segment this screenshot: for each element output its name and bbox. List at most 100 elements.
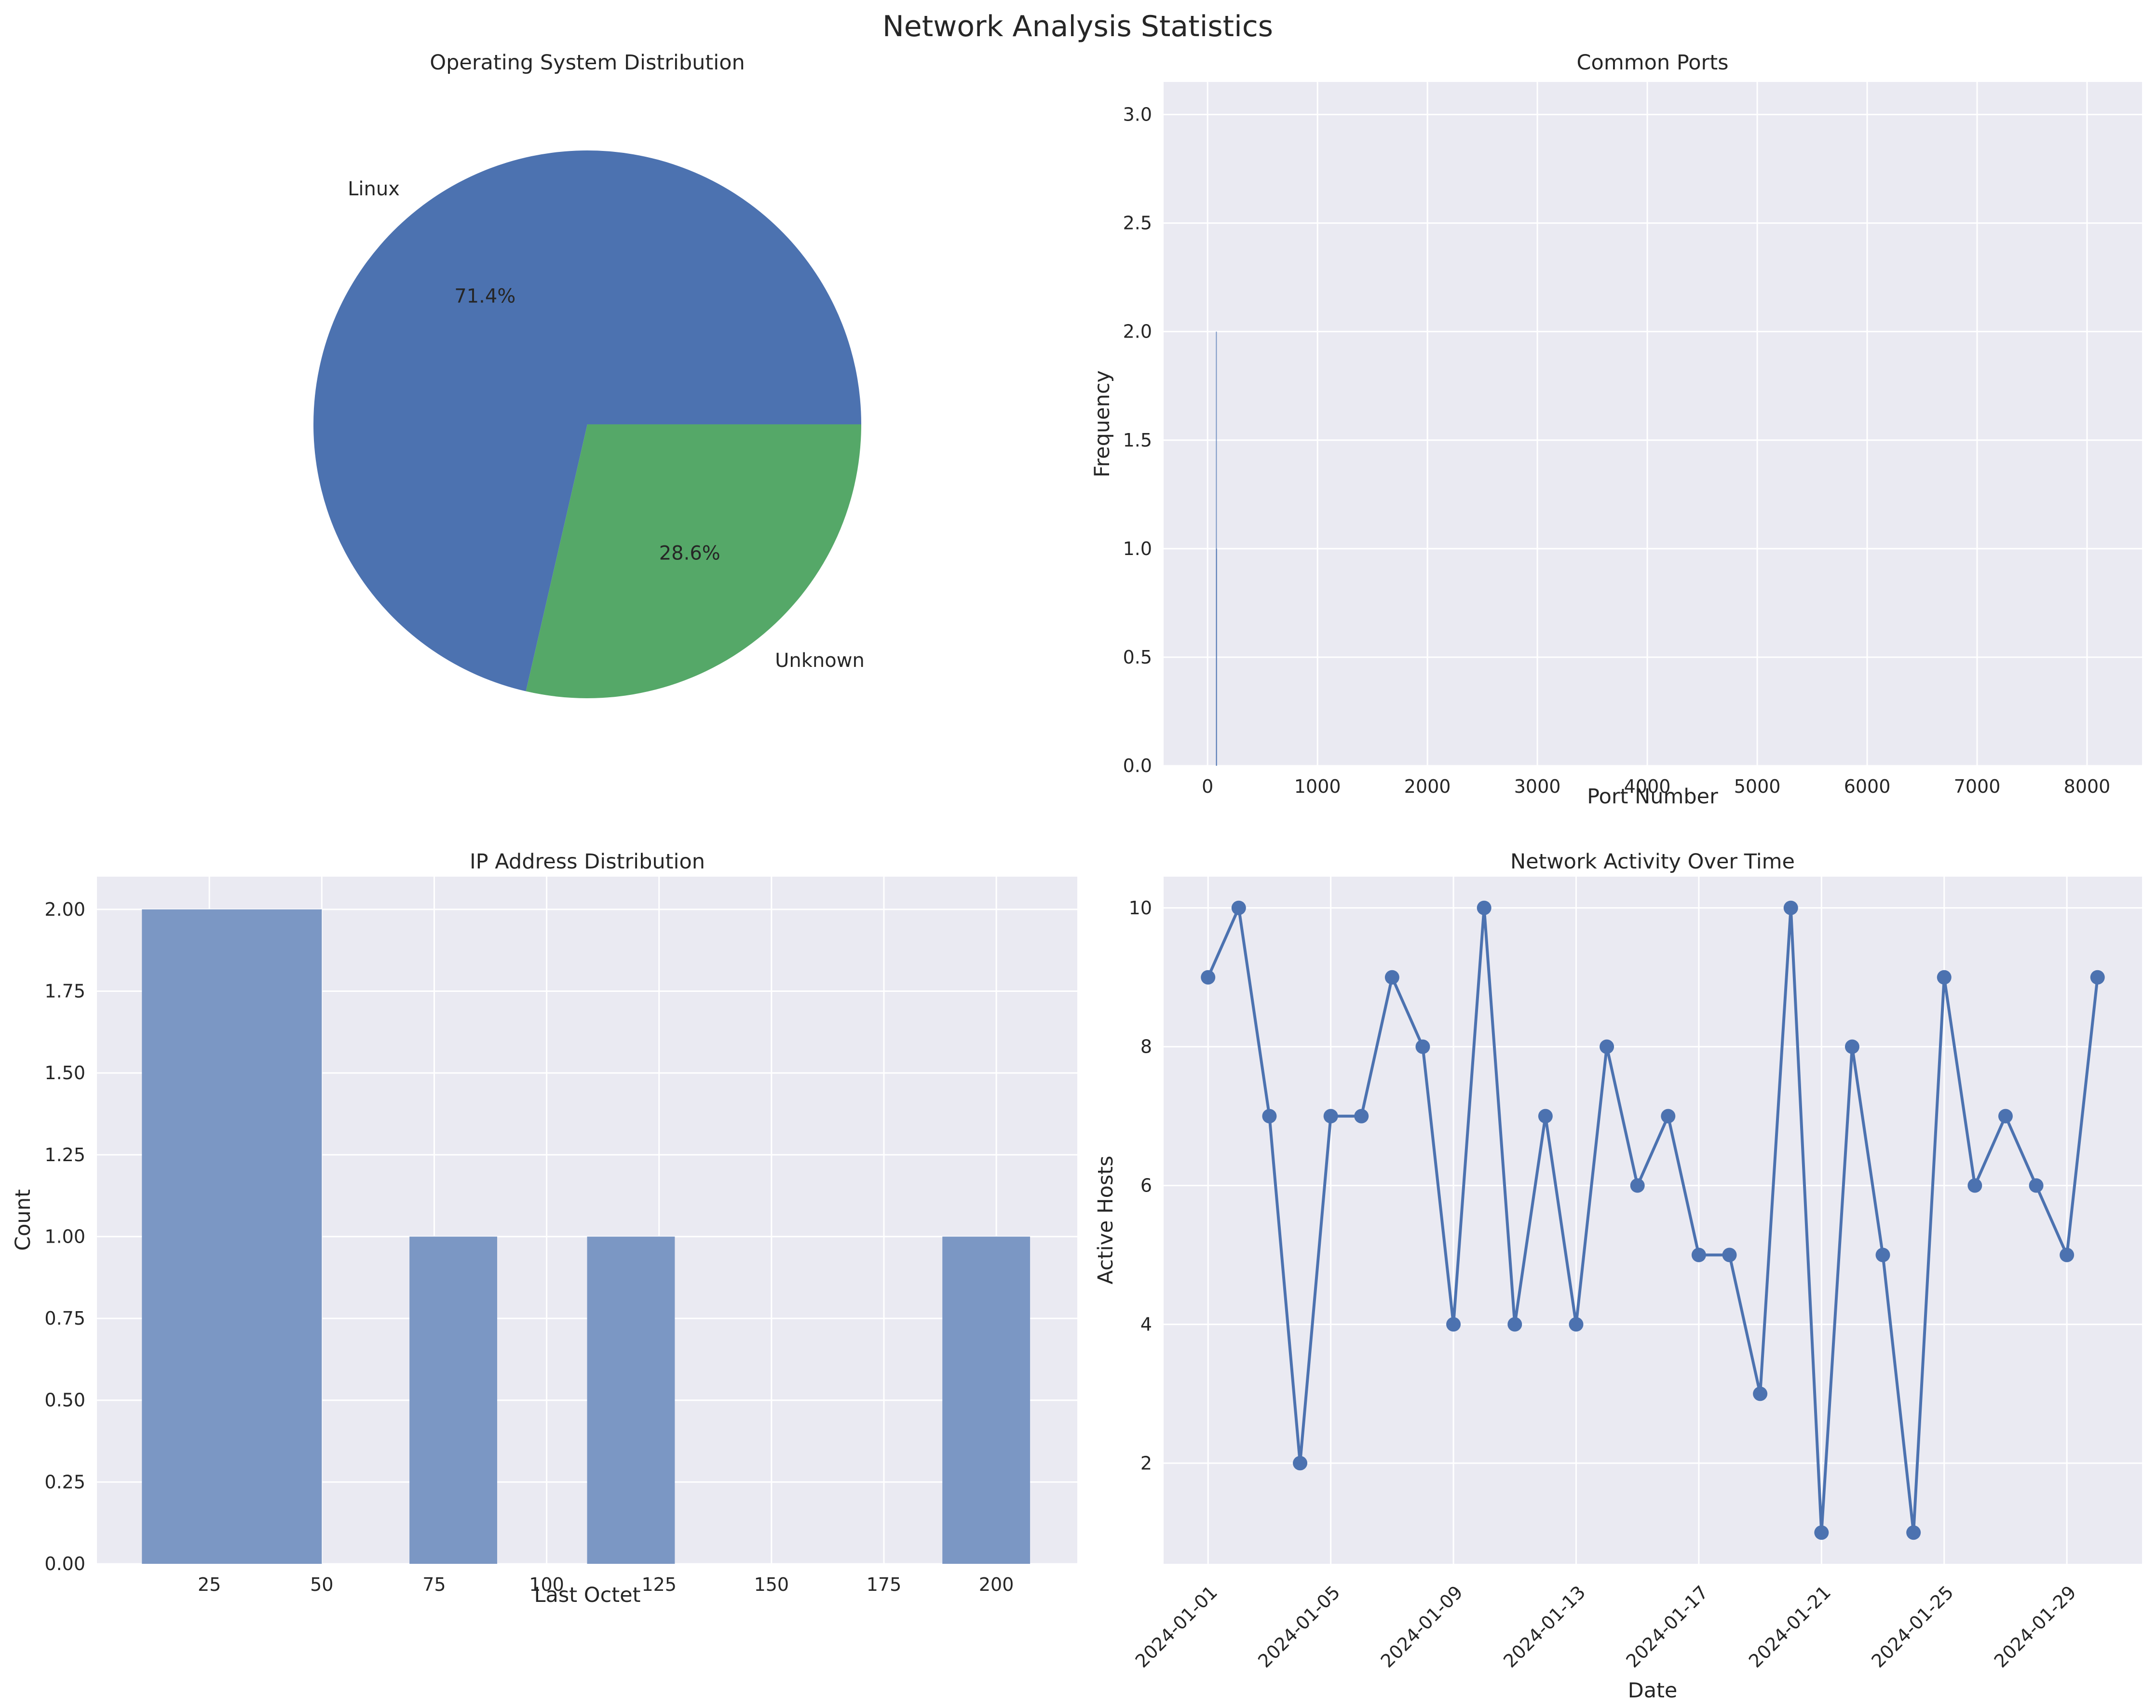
pie-slice-unknown: [526, 424, 861, 698]
ip-bar: [587, 1236, 675, 1564]
ports-y-tick-label: 2.0: [1123, 321, 1152, 342]
activity-x-axis-label: Date: [1628, 1679, 1678, 1703]
ip-y-tick-label: 1.75: [44, 981, 85, 1002]
ports-x-tick-label: 6000: [1844, 776, 1891, 797]
ports-y-tick-label: 0.0: [1123, 755, 1152, 776]
ports-bar: [1216, 548, 1217, 766]
ip-bars: [142, 909, 1031, 1564]
activity-point: [1906, 1525, 1921, 1540]
activity-y-tick-label: 6: [1140, 1175, 1152, 1196]
activity-point: [1507, 1317, 1522, 1332]
ip-x-axis-label: Last Octet: [534, 1583, 641, 1607]
activity-point: [1538, 1109, 1553, 1124]
activity-point: [2060, 1247, 2075, 1262]
activity-y-tick-label: 2: [1140, 1452, 1152, 1474]
ip-bar: [409, 1236, 497, 1564]
activity-point: [1354, 1109, 1369, 1124]
ports-x-axis-label: Port Number: [1587, 785, 1718, 809]
activity-point: [1477, 900, 1492, 915]
pie-chart-title: Operating System Distribution: [430, 51, 745, 75]
activity-point: [1691, 1247, 1706, 1262]
ports-x-tick-label: 0: [1202, 776, 1213, 797]
activity-point: [1967, 1178, 1982, 1193]
ip-y-axis-label: Count: [11, 1189, 35, 1251]
activity-x-tick-label: 2024-01-13: [1499, 1582, 1589, 1672]
activity-point: [1814, 1525, 1829, 1540]
ip-x-tick-label: 50: [310, 1574, 333, 1595]
ports-x-tick-label: 1000: [1294, 776, 1341, 797]
activity-y-tick-label: 8: [1140, 1036, 1152, 1057]
activity-point: [1262, 1109, 1277, 1124]
ip-y-tick-label: 0.00: [44, 1553, 85, 1574]
ports-y-tick-label: 2.5: [1123, 213, 1152, 234]
ports-bars: [1216, 331, 1217, 766]
network-activity-chart: Network Activity Over Time 2024-01-01 202…: [1094, 850, 2142, 1703]
activity-point: [1600, 1039, 1614, 1054]
activity-point: [1201, 970, 1216, 985]
ports-y-axis-label: Frequency: [1090, 370, 1114, 477]
activity-point: [1446, 1317, 1461, 1332]
ports-y-tick-label: 1.0: [1123, 538, 1152, 559]
activity-point: [2090, 970, 2105, 985]
ip-bar: [142, 909, 322, 1564]
activity-point: [1844, 1039, 1859, 1054]
activity-chart-title: Network Activity Over Time: [1510, 850, 1795, 874]
activity-x-tick-label: 2024-01-29: [1990, 1582, 2080, 1672]
ip-y-tick-label: 1.50: [44, 1062, 85, 1084]
ip-x-tick-label: 25: [198, 1574, 221, 1595]
ports-x-tick-label: 4000: [1624, 776, 1671, 797]
pie-percent-linux: 71.4%: [454, 285, 515, 307]
ip-y-tick-label: 0.75: [44, 1308, 85, 1329]
figure-title: Network Analysis Statistics: [882, 10, 1273, 43]
pie-labels: Linux 71.4% Unknown 28.6%: [348, 178, 865, 672]
activity-x-tick-label: 2024-01-21: [1745, 1582, 1835, 1672]
activity-y-axis-label: Active Hosts: [1094, 1156, 1118, 1285]
ports-y-tick-label: 1.5: [1123, 430, 1152, 451]
ip-x-tick-label: 75: [422, 1574, 446, 1595]
activity-point: [1415, 1039, 1430, 1054]
ip-y-tick-label: 0.50: [44, 1390, 85, 1411]
ports-x-tick-label: 2000: [1404, 776, 1451, 797]
ports-y-tick-label: 3.0: [1123, 104, 1152, 125]
activity-point: [1875, 1247, 1890, 1262]
activity-y-tick-label: 4: [1140, 1314, 1152, 1335]
pie-slice-linux: [313, 150, 861, 691]
ports-x-tick-label: 3000: [1514, 776, 1561, 797]
ip-y-tick-label: 1.25: [44, 1144, 85, 1166]
activity-point: [1783, 900, 1798, 915]
ip-chart-title: IP Address Distribution: [470, 850, 705, 874]
activity-point: [1937, 970, 1952, 985]
ip-x-tick-label: 175: [867, 1574, 902, 1595]
pie-slices: [313, 150, 861, 698]
pie-percent-unknown: 28.6%: [659, 542, 720, 565]
activity-point: [1293, 1456, 1308, 1471]
ports-x-tick-label: 7000: [1954, 776, 2001, 797]
activity-x-tick-label: 2024-01-05: [1254, 1582, 1344, 1672]
ip-x-tick-label: 200: [979, 1574, 1014, 1595]
activity-plot-area: [1164, 877, 2142, 1564]
pie-label-unknown: Unknown: [775, 650, 865, 672]
ports-tick-labels: 0 1000 2000 3000 4000 5000 6000 7000 8000 0.0 0.5 1…: [1123, 104, 2111, 797]
activity-point: [1998, 1109, 2013, 1124]
common-ports-chart: Common Ports 0 1000 2000 3000 4000 5000 6000 70…: [1090, 51, 2142, 809]
ports-y-tick-label: 0.5: [1123, 647, 1152, 668]
ip-y-tick-label: 0.25: [44, 1471, 85, 1492]
activity-point: [1630, 1178, 1645, 1193]
activity-series: [1201, 900, 2105, 1540]
ip-distribution-chart: IP Address Distribution 25 50 75 100 125 150 1…: [11, 850, 1077, 1607]
ip-y-tick-label: 1.00: [44, 1226, 85, 1247]
ip-tick-labels: 25 50 75 100 125 150 175 200 0.00 0.25 0.50 0.75 1.0…: [44, 899, 1014, 1595]
activity-point: [1231, 900, 1246, 915]
ports-x-tick-label: 5000: [1734, 776, 1781, 797]
activity-point: [1323, 1109, 1338, 1124]
ports-plot-area: [1164, 82, 2142, 766]
activity-point: [1753, 1386, 1768, 1401]
activity-x-tick-label: 2024-01-01: [1131, 1582, 1221, 1672]
ip-y-tick-label: 2.00: [44, 899, 85, 920]
ip-x-tick-label: 150: [754, 1574, 789, 1595]
activity-point: [1661, 1109, 1676, 1124]
activity-point: [1569, 1317, 1584, 1332]
ports-x-tick-label: 8000: [2064, 776, 2111, 797]
activity-x-tick-label: 2024-01-17: [1622, 1582, 1712, 1672]
